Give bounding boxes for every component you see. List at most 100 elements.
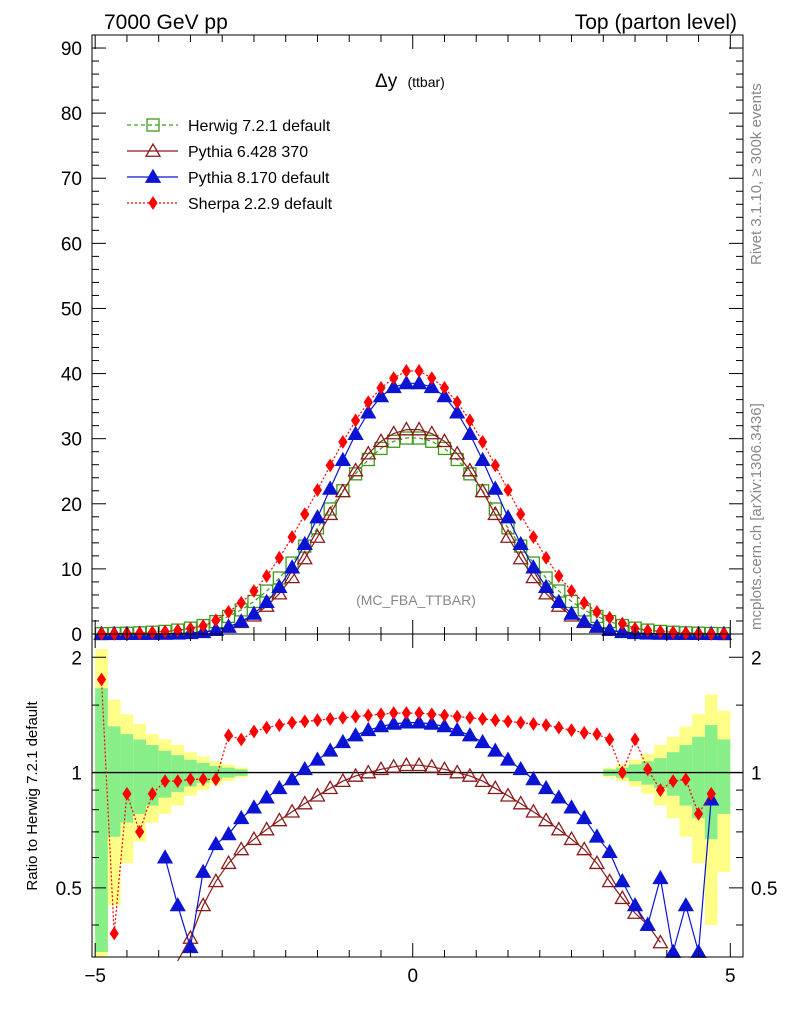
data-point <box>334 483 351 498</box>
data-point <box>363 395 373 410</box>
band-green <box>692 736 705 819</box>
data-point <box>376 380 386 395</box>
ratio-point <box>601 873 618 888</box>
ratio-point <box>262 720 272 735</box>
data-point <box>410 375 428 390</box>
ratio-point <box>465 710 475 725</box>
y-tick-label: 60 <box>61 234 82 255</box>
band-green <box>145 745 159 806</box>
data-point <box>681 626 691 640</box>
ratio-point <box>499 787 517 802</box>
ratio-point <box>220 854 237 870</box>
ratio-point <box>499 751 517 766</box>
ratio-point <box>271 779 288 795</box>
ratio-point <box>147 786 157 801</box>
ratio-point <box>271 812 288 827</box>
data-point <box>605 610 615 625</box>
ratio-point <box>537 779 555 795</box>
ratio-point <box>372 760 390 776</box>
ratio-point <box>360 764 377 779</box>
data-point <box>262 569 272 583</box>
ratio-panel: 0.5 0.5 1 1 2 2 −5 0 5 Ratio to Herwig 7.2.1 def… <box>24 633 777 987</box>
y-tick-label: 40 <box>61 365 82 386</box>
data-point <box>554 569 564 583</box>
ratio-point <box>677 897 694 912</box>
data-point <box>220 618 237 633</box>
band-green <box>704 725 718 840</box>
band-green <box>654 758 667 789</box>
data-point <box>525 559 542 574</box>
data-point <box>566 584 577 598</box>
ratio-point <box>322 742 339 757</box>
ratio-line-pythia-6-428-370 <box>177 764 661 962</box>
data-point <box>96 626 107 641</box>
data-point <box>503 483 513 498</box>
data-point <box>477 435 488 449</box>
legend-marker-pythia-8-170-default <box>144 168 162 183</box>
data-point <box>425 434 439 448</box>
data-point <box>643 623 653 638</box>
data-point <box>236 595 246 610</box>
ratio-point <box>389 706 399 720</box>
ratio-point <box>681 772 691 787</box>
data-point <box>516 507 526 522</box>
y-tick-label: 0 <box>71 625 82 646</box>
ratio-point <box>605 732 615 747</box>
ratio-point <box>414 706 424 720</box>
ratio-y-tick-label-left: 1 <box>71 764 82 785</box>
data-point <box>350 413 361 428</box>
ratio-point <box>312 713 323 728</box>
ratio-point <box>614 873 631 888</box>
ratio-y-tick-label-left: 0.5 <box>56 879 82 900</box>
ratio-point <box>211 772 221 787</box>
data-point <box>550 593 567 608</box>
ratio-point <box>516 715 526 730</box>
data-point <box>372 432 390 448</box>
ratio-point <box>563 830 580 846</box>
data-point <box>512 535 529 551</box>
data-point <box>160 624 170 639</box>
data-point <box>474 451 491 467</box>
data-point <box>271 578 288 594</box>
ratio-point <box>156 849 174 864</box>
ratio-point <box>195 863 212 878</box>
ratio-point <box>274 718 284 733</box>
ratio-point <box>296 795 313 810</box>
rivet-label: Rivet 3.1.10, ≥ 300k events <box>748 83 765 265</box>
ratio-point <box>207 873 224 888</box>
legend-label-herwig-7-2-1-default: Herwig 7.2.1 default <box>188 118 331 135</box>
ratio-point <box>398 714 415 729</box>
ratio-point <box>525 803 542 818</box>
data-point <box>325 458 335 473</box>
y-tick-label: 30 <box>61 430 82 451</box>
ratio-markers-sherpa-2-2-9-default <box>96 672 716 941</box>
band-green <box>107 726 121 837</box>
ratio-markers-pythia-8-170-default <box>156 714 720 958</box>
ratio-point <box>296 760 313 776</box>
ratio-point <box>334 733 351 749</box>
ratio-point <box>588 828 606 843</box>
ratio-y-tick-label-right: 2 <box>751 648 762 669</box>
ratio-point <box>643 762 653 777</box>
ratio-point <box>665 943 682 958</box>
ratio-point <box>626 904 644 919</box>
data-point <box>576 613 593 628</box>
ratio-point <box>449 721 466 737</box>
ratio-point <box>185 772 196 787</box>
series-markers-herwig-7-2-1-default <box>94 431 731 641</box>
data-point <box>398 421 415 436</box>
header-left: 7000 GeV pp <box>104 11 228 34</box>
ratio-point <box>626 897 644 912</box>
ratio-point <box>706 786 716 801</box>
ratio-point <box>283 803 301 818</box>
data-point <box>423 425 440 440</box>
data-point <box>414 364 424 378</box>
ratio-point <box>372 718 390 733</box>
data-point <box>322 505 339 521</box>
ratio-point <box>592 727 602 742</box>
ratio-point <box>512 795 529 810</box>
data-point <box>537 578 555 594</box>
data-point <box>563 605 580 620</box>
data-point <box>427 371 437 386</box>
